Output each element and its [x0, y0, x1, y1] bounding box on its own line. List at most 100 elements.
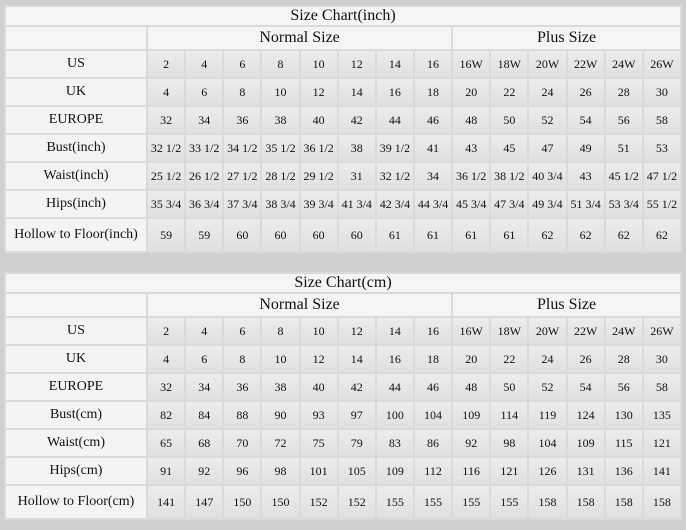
size-cell: 38 — [336, 133, 377, 163]
size-cell: 25 1/2 — [145, 161, 187, 191]
size-cell: 4 — [145, 344, 187, 374]
size-cell: 53 3/4 — [603, 189, 644, 219]
size-cell: 22W — [565, 49, 606, 79]
size-cell: 47 1/2 — [641, 161, 683, 191]
chart-title: Size Chart(inch) — [4, 5, 682, 27]
corner-cell — [4, 292, 148, 318]
size-cell: 61 — [451, 217, 492, 253]
size-cell: 42 — [336, 105, 377, 135]
size-cell: 24W — [603, 49, 644, 79]
table-row: Waist(cm) 65 68 70 72 75 79 83 86 92 98 104 109 115 12… — [4, 428, 683, 458]
size-cell: 56 — [603, 105, 644, 135]
size-cell: 92 — [184, 456, 225, 486]
size-cell: 150 — [222, 484, 263, 520]
table-row: Hips(cm) 91 92 96 98 101 105 109 112 116 121 126 131… — [4, 456, 683, 486]
size-cell: 32 1/2 — [145, 133, 187, 163]
size-cell: 10 — [298, 316, 339, 346]
plus-size-header: Plus Size — [451, 292, 682, 318]
size-cell: 10 — [260, 344, 301, 374]
size-cell: 91 — [145, 456, 187, 486]
size-cell: 32 1/2 — [374, 161, 415, 191]
size-cell: 14 — [374, 49, 415, 79]
size-cell: 60 — [222, 217, 263, 253]
size-cell: 62 — [527, 217, 568, 253]
size-cell: 34 — [184, 372, 225, 402]
size-cell: 109 — [565, 428, 606, 458]
table-row: UK 4 6 8 10 12 14 16 18 20 22 24 26 28 30 — [4, 77, 683, 107]
size-cell: 86 — [412, 428, 454, 458]
size-cell: 26 — [565, 344, 606, 374]
size-cell: 34 1/2 — [222, 133, 263, 163]
size-cell: 38 — [260, 105, 301, 135]
size-cell: 88 — [222, 400, 263, 430]
size-cell: 70 — [222, 428, 263, 458]
size-cell: 150 — [260, 484, 301, 520]
size-chart-cm: Size Chart(cm) Normal Size Plus Size US 2 4 6 8… — [4, 272, 683, 520]
size-cell: 65 — [145, 428, 187, 458]
size-cell: 96 — [222, 456, 263, 486]
size-cell: 59 — [184, 217, 225, 253]
size-cell: 119 — [527, 400, 568, 430]
size-cell: 84 — [184, 400, 225, 430]
table-row: US 2 4 6 8 10 12 14 16 16W 18W 20W 22W 24W 26W — [4, 49, 683, 79]
size-cell: 36 1/2 — [298, 133, 339, 163]
size-cell: 131 — [565, 456, 606, 486]
table-row: Bust(cm) 82 84 88 90 93 97 100 104 109 114 119 124 13… — [4, 400, 683, 430]
size-cell: 14 — [374, 316, 415, 346]
table-row: Hollow to Floor(cm) 141 147 150 150 152 152 155… — [4, 484, 683, 520]
size-cell: 61 — [374, 217, 415, 253]
size-cell: 6 — [222, 49, 263, 79]
table-row: Bust(inch) 32 1/2 33 1/2 34 1/2 35 1/2 36 1/2… — [4, 133, 683, 163]
size-cell: 155 — [374, 484, 415, 520]
size-cell: 16 — [374, 344, 415, 374]
size-cell: 6 — [184, 344, 225, 374]
size-cell: 37 3/4 — [222, 189, 263, 219]
size-cell: 16W — [451, 316, 492, 346]
size-cell: 101 — [298, 456, 339, 486]
size-cell: 24W — [603, 316, 644, 346]
size-cell: 28 — [603, 344, 644, 374]
size-cell: 36 3/4 — [184, 189, 225, 219]
row-label: US — [4, 316, 148, 346]
size-cell: 114 — [489, 400, 530, 430]
row-label: UK — [4, 344, 148, 374]
size-cell: 34 — [412, 161, 454, 191]
size-cell: 38 — [260, 372, 301, 402]
row-label: US — [4, 49, 148, 79]
size-cell: 26W — [641, 316, 683, 346]
size-cell: 39 1/2 — [374, 133, 415, 163]
size-cell: 8 — [260, 49, 301, 79]
normal-size-header: Normal Size — [145, 25, 454, 51]
size-cell: 93 — [298, 400, 339, 430]
size-cell: 14 — [336, 344, 377, 374]
size-cell: 51 3/4 — [565, 189, 606, 219]
size-chart-inch: Size Chart(inch) Normal Size Plus Size US 2 4… — [4, 5, 683, 253]
size-cell: 32 — [145, 372, 187, 402]
size-cell: 18 — [412, 344, 454, 374]
size-cell: 6 — [184, 77, 225, 107]
size-cell: 30 — [641, 77, 683, 107]
row-label: Waist(inch) — [4, 161, 148, 191]
size-cell: 60 — [336, 217, 377, 253]
size-cell: 26 — [565, 77, 606, 107]
size-cell: 61 — [489, 217, 530, 253]
size-cell: 60 — [260, 217, 301, 253]
size-cell: 44 — [374, 372, 415, 402]
size-cell: 18W — [489, 316, 530, 346]
size-cell: 158 — [565, 484, 606, 520]
size-cell: 49 3/4 — [527, 189, 568, 219]
size-cell: 28 — [603, 77, 644, 107]
size-cell: 59 — [145, 217, 187, 253]
size-cell: 54 — [565, 372, 606, 402]
size-cell: 158 — [603, 484, 644, 520]
row-label: Bust(cm) — [4, 400, 148, 430]
size-cell: 58 — [641, 372, 683, 402]
size-cell: 29 1/2 — [298, 161, 339, 191]
size-cell: 49 — [565, 133, 606, 163]
size-cell: 16 — [412, 49, 454, 79]
size-cell: 38 1/2 — [489, 161, 530, 191]
size-cell: 62 — [641, 217, 683, 253]
size-cell: 45 — [489, 133, 530, 163]
size-cell: 10 — [298, 49, 339, 79]
size-cell: 52 — [527, 372, 568, 402]
